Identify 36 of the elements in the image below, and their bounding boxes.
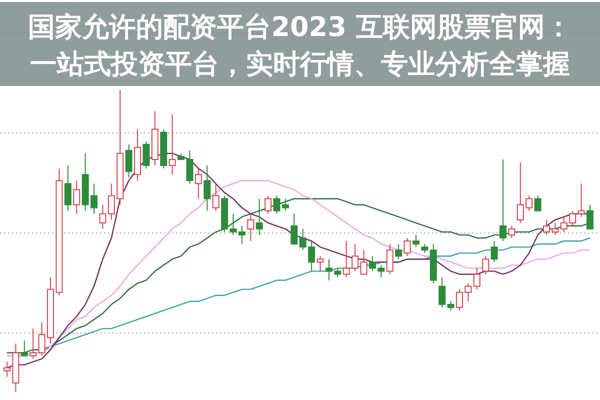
candlestick — [360, 250, 368, 275]
candlestick — [73, 180, 80, 214]
candlestick — [212, 183, 220, 212]
candlestick — [395, 244, 402, 260]
candlestick — [142, 140, 150, 170]
candlestick — [64, 165, 72, 212]
candlestick — [99, 204, 106, 230]
candlestick — [204, 165, 211, 212]
candlestick — [247, 213, 254, 242]
candlestick — [438, 276, 446, 308]
chart-title: 国家允许的配资平台2023 互联网股票官网：一站式投资平台，实时行情、专业分析全掌握 — [28, 12, 572, 80]
candlestick — [256, 198, 263, 236]
candlestick — [125, 144, 132, 178]
candlestick — [264, 195, 272, 214]
candlestick — [386, 244, 394, 275]
candlestick — [290, 213, 298, 245]
candlestick — [273, 195, 280, 214]
candlestick — [447, 300, 454, 311]
candlestick — [412, 234, 420, 248]
candlestick — [316, 256, 324, 272]
candlestick — [20, 340, 28, 356]
candlestick — [482, 256, 490, 275]
candlestick — [30, 328, 37, 360]
candlestick — [421, 244, 428, 254]
candlestick — [282, 198, 289, 212]
candlestick — [404, 237, 411, 257]
candlestick — [473, 268, 480, 290]
candlestick — [499, 158, 506, 242]
candlestick — [534, 195, 542, 212]
candlestick — [168, 114, 176, 176]
candlestick — [586, 204, 594, 230]
candlestick — [578, 183, 585, 218]
candlestick — [490, 240, 498, 263]
candlestick — [194, 168, 202, 200]
candlestick — [508, 225, 516, 238]
candlestick — [238, 225, 246, 245]
